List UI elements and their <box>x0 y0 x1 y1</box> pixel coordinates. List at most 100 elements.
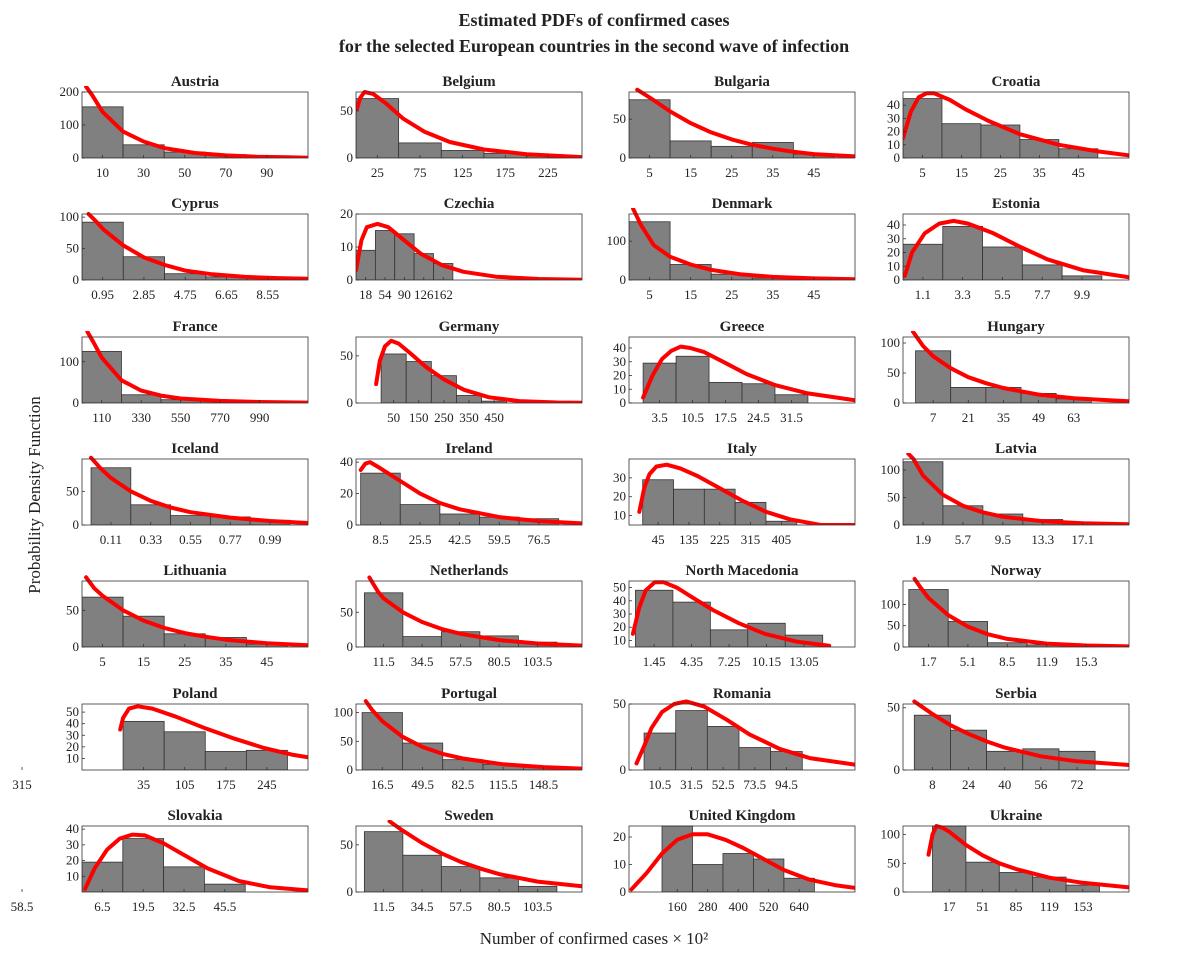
pdf-curve <box>911 331 1129 403</box>
x-tick-label: 17.5 <box>714 410 737 425</box>
x-tick-label: 0.99 <box>259 532 282 547</box>
panel-title: Cyprus <box>171 196 219 212</box>
pdf-curve <box>641 344 855 403</box>
y-tick-label: 50 <box>887 490 900 505</box>
x-tick-label: 80.5 <box>488 899 511 914</box>
x-tick-label: 8 <box>929 777 936 792</box>
x-tick-label: 5 <box>646 165 653 180</box>
x-tick-label: 25.5 <box>409 532 432 547</box>
pdf-curve <box>387 820 582 889</box>
histogram-bar <box>753 858 785 892</box>
chart-sweden: Sweden 0 50 11.5 34.5 57.5 80.5 103.5 <box>340 808 583 914</box>
x-tick-label: 25 <box>371 165 384 180</box>
histogram-bar <box>965 861 1000 892</box>
y-tick-label: 100 <box>607 233 627 248</box>
histogram-bar <box>672 601 711 647</box>
y-tick-label: 20 <box>613 489 626 504</box>
histogram-bar <box>204 883 246 892</box>
x-tick-label: 135 <box>679 532 699 547</box>
x-tick-label: 990 <box>250 410 270 425</box>
y-tick-label: 10 <box>66 868 79 883</box>
histogram-bar <box>402 854 442 892</box>
y-tick-label: 0 <box>620 150 627 165</box>
pdf-curve <box>356 221 582 280</box>
x-tick-label: 0.55 <box>179 532 202 547</box>
y-tick-label: 0 <box>894 395 901 410</box>
pdf-curve <box>635 87 855 158</box>
x-tick-label: 160 <box>667 899 687 914</box>
x-tick-label: 90 <box>260 165 273 180</box>
x-tick-label: 45 <box>1072 165 1085 180</box>
x-tick-label: 15 <box>137 654 150 669</box>
y-tick-label: 10 <box>613 508 626 523</box>
y-tick-label: 30 <box>66 727 79 742</box>
pdf-curve <box>637 462 855 525</box>
x-tick-label: 76.5 <box>528 532 551 547</box>
x-tick-label: 225 <box>710 532 730 547</box>
y-tick-label: 50 <box>887 365 900 380</box>
y-tick-label: 0 <box>894 884 901 899</box>
x-tick-label: 3.5 <box>651 410 667 425</box>
panel-title: Hungary <box>987 319 1045 335</box>
x-tick-label: 1.7 <box>920 654 937 669</box>
x-tick-label: 250 <box>434 410 454 425</box>
y-tick-label: 10 <box>887 137 900 152</box>
axes-box <box>355 580 583 648</box>
x-tick-label: 1.1 <box>915 287 931 302</box>
chart-italy: Italy 10 20 30 45 135 225 315 405 <box>613 441 856 547</box>
x-tick-label: 31.5 <box>780 410 803 425</box>
x-tick-label: 35 <box>997 410 1010 425</box>
y-tick-label: 100 <box>60 209 80 224</box>
histogram-bar <box>1021 264 1063 280</box>
pdf-curve <box>631 208 855 280</box>
x-tick-label: 42.5 <box>448 532 471 547</box>
pdf-curve <box>118 704 308 760</box>
y-tick-label: 50 <box>66 602 79 617</box>
y-tick-label: 0 <box>347 395 354 410</box>
y-tick-label: 20 <box>613 619 626 634</box>
panel-title: Estonia <box>992 196 1041 212</box>
histogram-bar <box>942 225 983 280</box>
figure-title-line1: Estimated PDFs of confirmed cases <box>458 10 730 30</box>
x-tick-label: 1.45 <box>643 654 666 669</box>
x-tick-label: 405 <box>772 532 792 547</box>
x-tick-label: 35 <box>219 654 232 669</box>
panel-title: Ukraine <box>990 808 1043 824</box>
histogram-bar <box>363 592 404 647</box>
panel-title: Slovakia <box>167 808 223 824</box>
histogram-bar <box>903 98 943 158</box>
x-tick-label: 30 <box>137 165 150 180</box>
histogram-bar <box>440 866 481 892</box>
panel-title: Greece <box>720 319 765 335</box>
chart-united-kingdom: United Kingdom 0 10 20 160 280 400 520 640 <box>613 808 856 914</box>
panel-title: Denmark <box>712 196 773 212</box>
axes-box <box>902 580 1130 648</box>
y-tick-label: 100 <box>60 117 80 132</box>
axes-box <box>81 703 309 771</box>
x-tick-label: 1.9 <box>915 532 931 547</box>
y-tick-label: 10 <box>887 258 900 273</box>
x-tick-label: 35 <box>766 165 779 180</box>
x-tick-label: 103.5 <box>523 654 552 669</box>
x-tick-label: 520 <box>759 899 779 914</box>
x-tick-label: 105 <box>175 777 195 792</box>
histogram-bar <box>122 144 165 158</box>
pdf-curve <box>903 218 1129 280</box>
histogram-bar <box>163 866 205 892</box>
x-tick-label: 80.5 <box>488 654 511 669</box>
y-tick-label: 0 <box>73 395 80 410</box>
y-tick-label: 100 <box>881 335 901 350</box>
y-tick-label: 50 <box>613 696 626 711</box>
x-tick-label: 94.5 <box>775 777 798 792</box>
axes-box <box>355 825 583 893</box>
x-tick-label: 0.33 <box>139 532 162 547</box>
y-tick-label: 40 <box>613 593 626 608</box>
panel-title: Latvia <box>995 441 1037 457</box>
x-tick-label: 225 <box>538 165 558 180</box>
panel-title: Poland <box>172 686 218 702</box>
x-tick-label: 640 <box>789 899 809 914</box>
x-tick-label: 49 <box>1032 410 1045 425</box>
panel-title: Sweden <box>444 808 494 824</box>
x-tick-label: 35 <box>137 777 150 792</box>
